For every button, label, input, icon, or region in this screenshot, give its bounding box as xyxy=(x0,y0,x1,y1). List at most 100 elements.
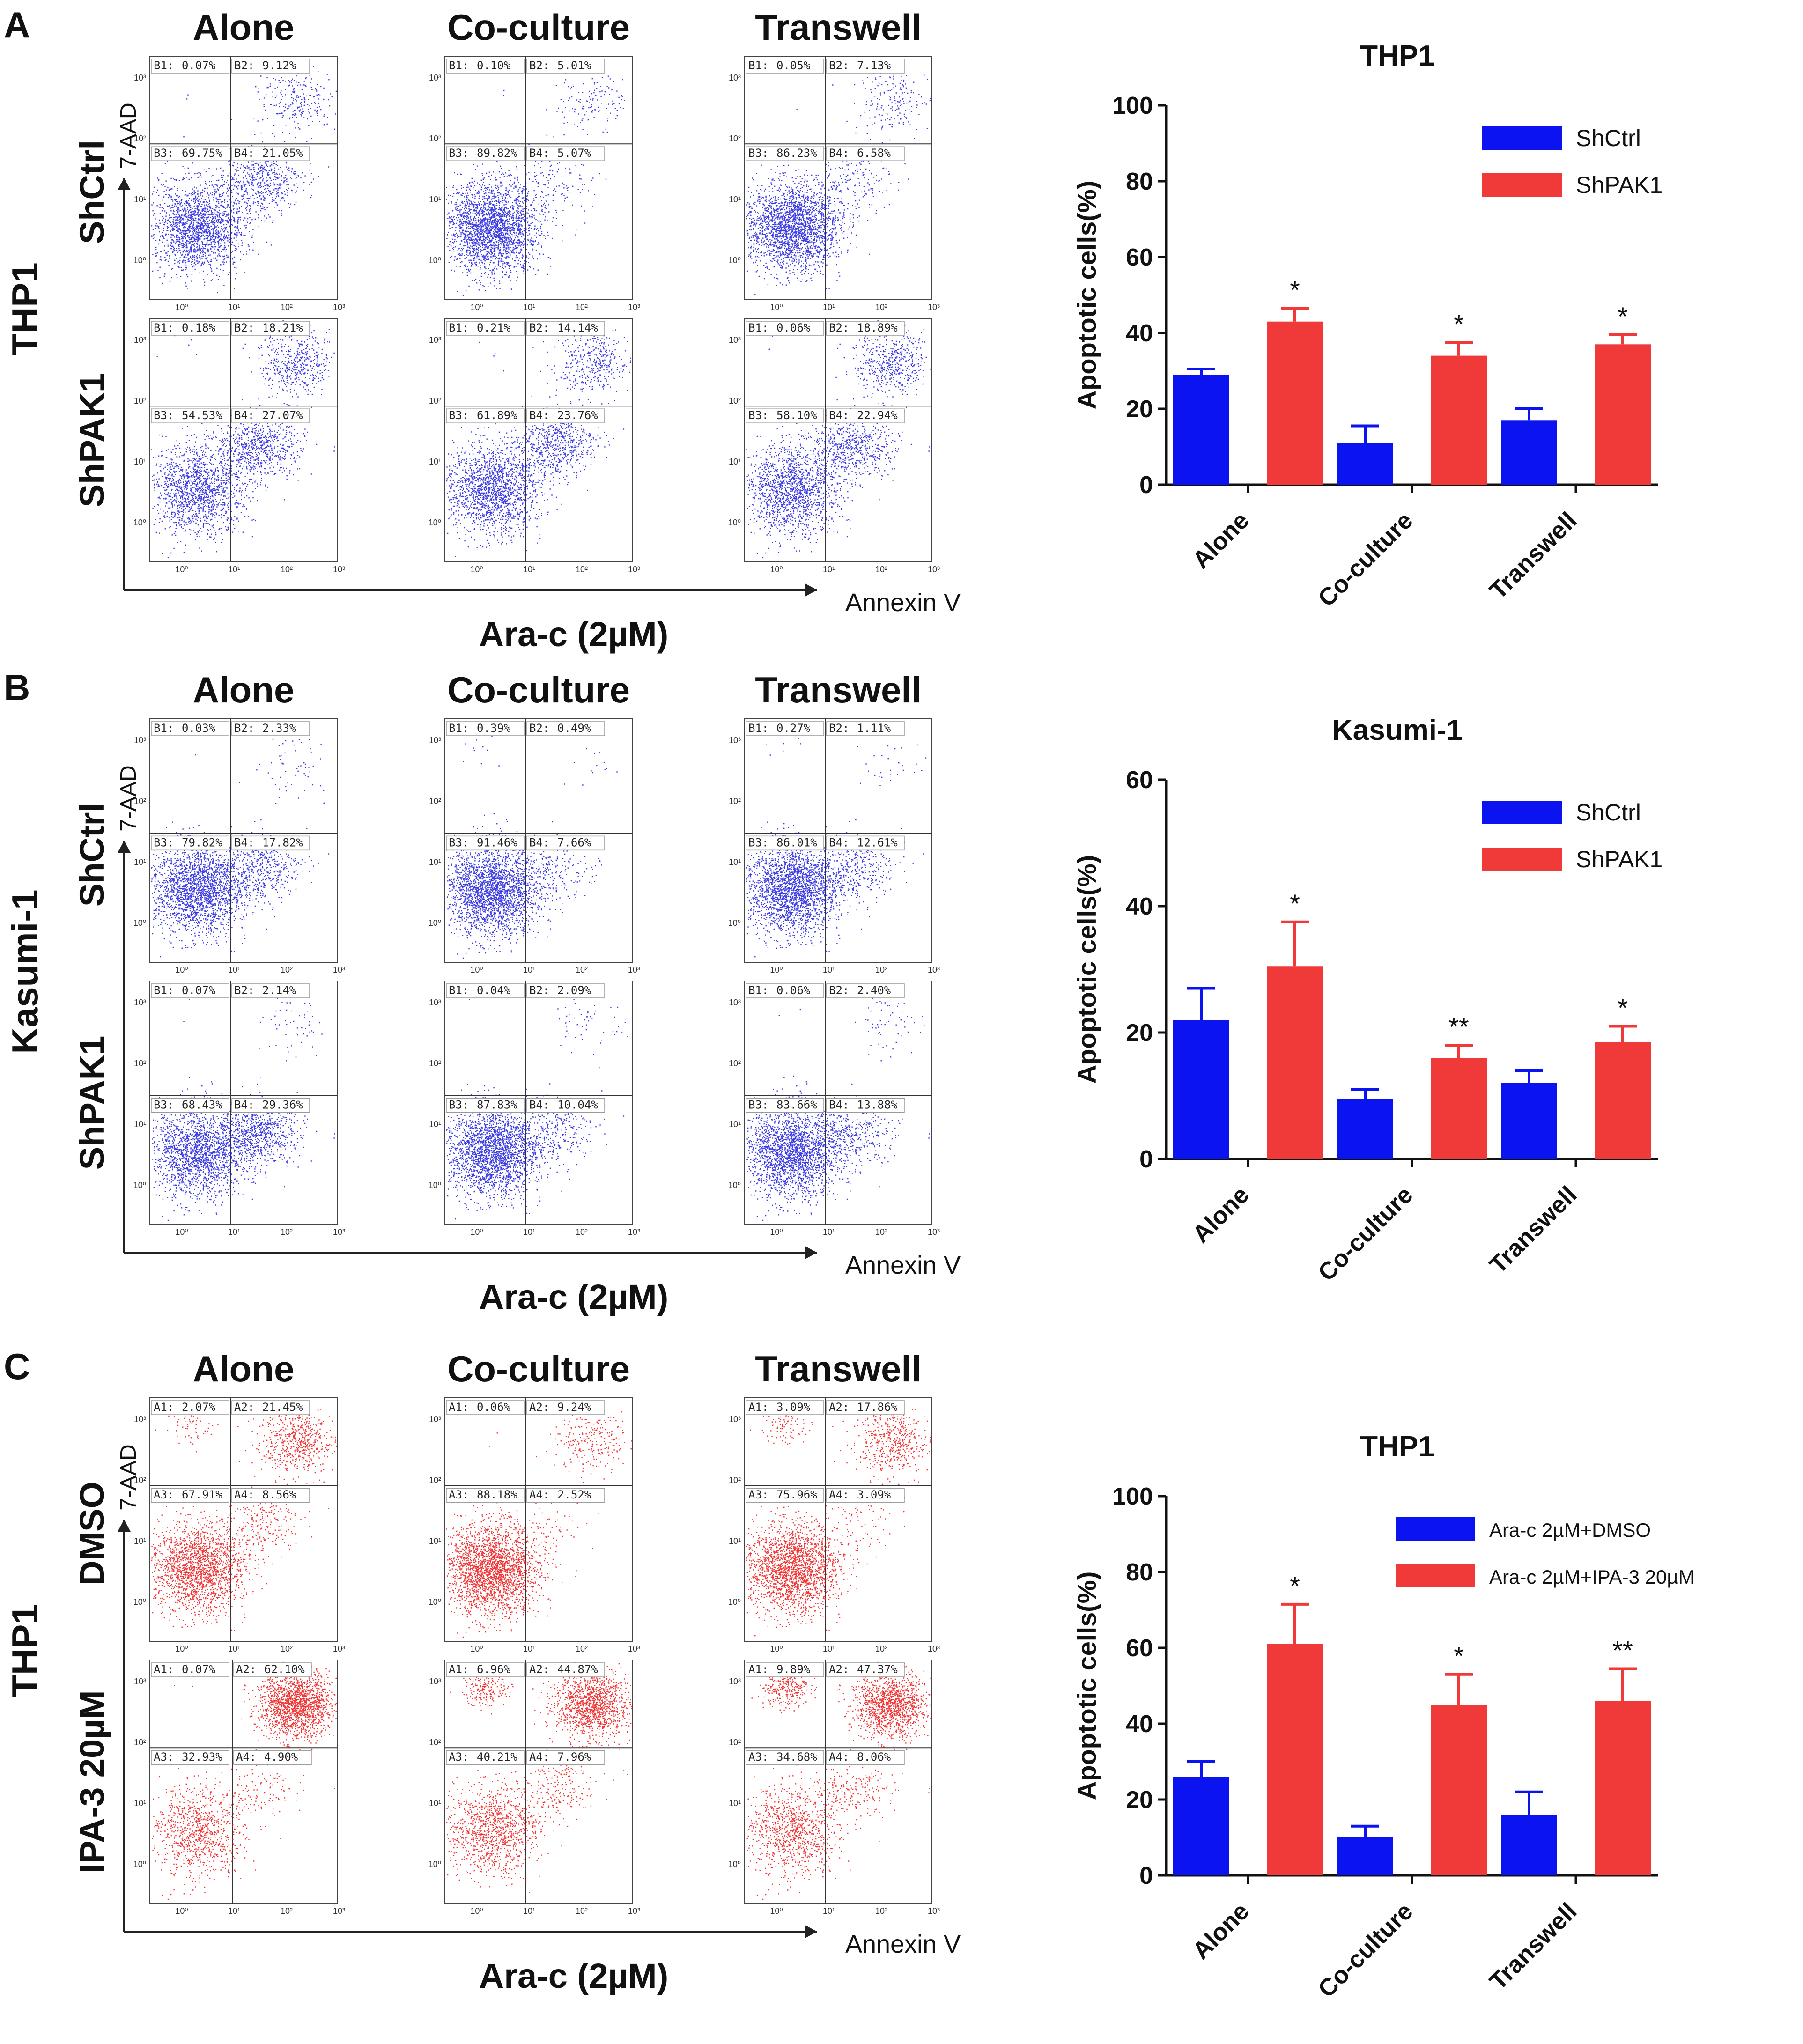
quadrant-label-box xyxy=(826,983,905,998)
legend-label: ShPAK1 xyxy=(1576,846,1663,872)
quadrant-label-box xyxy=(446,1488,525,1503)
panel-b: B Alone Co-culture Transwell Kasumi-1 ShCtrl S… xyxy=(4,667,961,1316)
bar xyxy=(1595,1701,1651,1875)
x-tick-label: 10² xyxy=(576,1644,588,1653)
quadrant-prefix: A3: xyxy=(748,1750,768,1764)
x-tick-label: 10⁰ xyxy=(770,1227,783,1237)
quadrant-prefix: B4: xyxy=(829,147,849,160)
quadrant-label: B2: 5.01% xyxy=(526,59,605,74)
y-axis-label: Apoptotic cells(%) xyxy=(1072,1572,1101,1800)
quadrant-label-box xyxy=(826,321,905,336)
x-tick-label: 10² xyxy=(576,303,588,312)
quadrant-prefix: B4: xyxy=(234,836,254,849)
quadrant-label: A4: 7.96% xyxy=(526,1750,605,1765)
quadrant-value: 18.21% xyxy=(262,321,303,334)
quadrant-value: 3.09% xyxy=(857,1488,891,1501)
quadrant-label-box xyxy=(151,835,229,851)
quadrant-label: A4: 2.52% xyxy=(526,1488,605,1503)
plot-frame xyxy=(744,1660,932,1904)
quadrant-label: B1: 0.06% xyxy=(746,321,824,336)
legend-label: ShCtrl xyxy=(1576,799,1641,826)
y-tick-label: 10² xyxy=(134,1476,146,1485)
y-tick-label: 80 xyxy=(1126,168,1153,195)
y-tick-label: 10⁰ xyxy=(133,518,146,527)
quadrant-prefix: A1: xyxy=(449,1401,469,1414)
quadrant-label: B4: 6.58% xyxy=(826,146,905,161)
quadrant-value: 0.10% xyxy=(477,59,511,72)
quadrant-label: B1: 0.21% xyxy=(446,321,525,336)
quadrant-value: 12.61% xyxy=(857,836,898,849)
quadrant-label-box xyxy=(231,835,310,851)
cell-line-label: THP1 xyxy=(4,262,45,355)
y-tick-label: 10¹ xyxy=(429,1120,441,1129)
x-tick-label: 10¹ xyxy=(228,1227,240,1237)
scatter-events xyxy=(446,992,628,1220)
quadrant-value: 34.68% xyxy=(776,1750,817,1764)
plot-frame xyxy=(444,1397,633,1642)
flow-plot: B1: 0.07% B2: 9.12% B3: 69.75% B4: 21.05% 10⁰ 10⁰… xyxy=(133,56,345,312)
quadrant-label: B1: 0.03% xyxy=(151,721,229,736)
x-tick-label: 10¹ xyxy=(823,1906,835,1916)
y-tick-label: 10³ xyxy=(134,1415,146,1424)
x-tick-label: 10³ xyxy=(333,1906,345,1916)
quadrant-value: 58.10% xyxy=(776,409,817,422)
y-tick-label: 10¹ xyxy=(429,857,441,867)
y-arrowhead xyxy=(118,178,131,190)
y-tick-label: 10² xyxy=(729,1476,741,1485)
x-tick-label: 10³ xyxy=(628,1644,640,1653)
quadrant-value: 0.18% xyxy=(182,321,216,334)
quadrant-prefix: A4: xyxy=(829,1750,849,1764)
quadrant-label: A3: 32.93% xyxy=(151,1750,229,1765)
y-tick-label: 10¹ xyxy=(729,1536,741,1546)
x-tick-label: 10³ xyxy=(928,965,940,974)
scatter-events xyxy=(151,995,335,1221)
quadrant-value: 0.27% xyxy=(776,722,811,735)
quadrant-label-box xyxy=(231,1400,310,1415)
plot-frame xyxy=(744,318,932,562)
quadrant-label: A2: 47.37% xyxy=(826,1662,905,1677)
quadrant-label: B2: 0.49% xyxy=(526,721,605,736)
quadrant-label-box xyxy=(446,1662,525,1677)
x-tick-label: 10² xyxy=(576,1906,588,1916)
quadrant-label: A4: 4.90% xyxy=(233,1750,312,1765)
quadrant-value: 0.39% xyxy=(477,722,511,735)
quadrant-prefix: A1: xyxy=(154,1663,174,1676)
quadrant-label-box xyxy=(826,1750,905,1765)
bar xyxy=(1431,1705,1487,1875)
y-tick-label: 20 xyxy=(1126,396,1153,423)
quadrant-label: B4: 10.04% xyxy=(526,1098,605,1113)
cell-line-label: Kasumi-1 xyxy=(4,889,45,1054)
quadrant-prefix: A1: xyxy=(449,1663,469,1676)
x-tick-label: 10⁰ xyxy=(470,565,483,574)
significance-marker: * xyxy=(1454,309,1464,339)
quadrant-prefix: B4: xyxy=(529,147,549,160)
quadrant-value: 0.07% xyxy=(182,984,216,997)
y-tick-label: 10¹ xyxy=(134,195,146,204)
quadrant-label-box xyxy=(526,721,605,736)
quadrant-prefix: A2: xyxy=(236,1663,256,1676)
quadrant-prefix: B2: xyxy=(829,321,849,334)
flow-plot: B1: 0.21% B2: 14.14% B3: 61.89% B4: 23.76% 10⁰ 10… xyxy=(429,318,640,574)
flow-plot: B1: 0.39% B2: 0.49% B3: 91.46% B4: 7.66% 10⁰ 10⁰ 1… xyxy=(429,718,640,974)
x-arrowhead xyxy=(805,1925,817,1938)
x-tick-label: Alone xyxy=(1187,1181,1254,1248)
quadrant-label-box xyxy=(746,1750,824,1765)
quadrant-label-box xyxy=(746,1400,824,1415)
y-tick-label: 60 xyxy=(1126,1635,1153,1662)
quadrant-label-box xyxy=(233,1750,312,1765)
x-tick-label: 10² xyxy=(281,303,293,312)
quadrant-value: 69.75% xyxy=(182,147,222,160)
quadrant-prefix: B1: xyxy=(449,722,469,735)
quadrant-value: 0.06% xyxy=(776,984,811,997)
legend-swatch xyxy=(1396,1517,1475,1541)
x-tick-label: 10³ xyxy=(333,1227,345,1237)
x-tick-label: 10⁰ xyxy=(470,303,483,312)
treatment-label: Ara-c (2µM) xyxy=(479,1277,668,1316)
x-tick-label: 10⁰ xyxy=(175,1227,188,1237)
bar xyxy=(1173,1777,1229,1875)
plot-frame xyxy=(149,1660,338,1904)
quadrant-prefix: B3: xyxy=(449,147,469,160)
y-tick-label: 10³ xyxy=(134,73,146,82)
x-tick-label: 10⁰ xyxy=(175,965,188,974)
x-tick-label: 10² xyxy=(875,1906,887,1916)
